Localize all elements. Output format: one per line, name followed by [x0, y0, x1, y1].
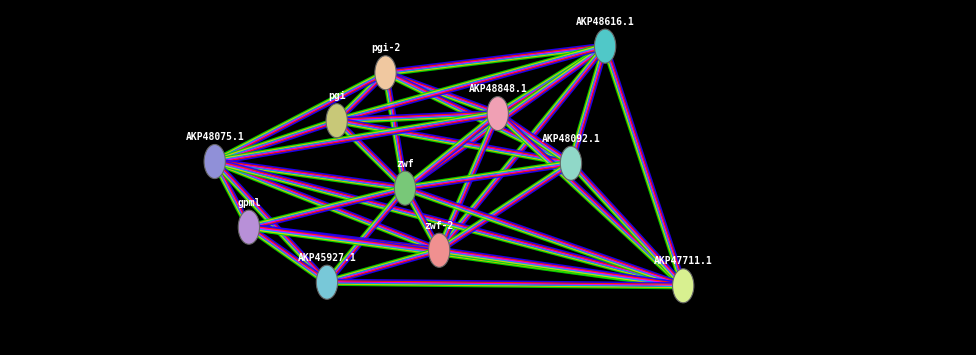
Text: AKP48848.1: AKP48848.1 — [468, 84, 527, 94]
Ellipse shape — [238, 210, 260, 244]
Ellipse shape — [491, 103, 505, 124]
Ellipse shape — [375, 56, 396, 90]
Text: pgi: pgi — [328, 91, 346, 101]
Ellipse shape — [598, 36, 612, 56]
Text: AKP47711.1: AKP47711.1 — [654, 256, 712, 266]
Text: zwf: zwf — [396, 159, 414, 169]
Text: gpml: gpml — [237, 198, 261, 208]
Text: AKP48092.1: AKP48092.1 — [542, 134, 600, 144]
Ellipse shape — [594, 29, 616, 63]
Ellipse shape — [560, 146, 582, 180]
Ellipse shape — [564, 153, 578, 174]
Ellipse shape — [398, 178, 412, 198]
Ellipse shape — [242, 217, 256, 237]
Ellipse shape — [208, 151, 222, 172]
Ellipse shape — [316, 265, 338, 299]
Text: AKP48616.1: AKP48616.1 — [576, 17, 634, 27]
Ellipse shape — [487, 97, 508, 131]
Text: AKP45927.1: AKP45927.1 — [298, 253, 356, 263]
Text: zwf-2: zwf-2 — [425, 221, 454, 231]
Text: pgi-2: pgi-2 — [371, 43, 400, 53]
Ellipse shape — [672, 269, 694, 303]
Ellipse shape — [320, 272, 334, 293]
Ellipse shape — [379, 62, 392, 83]
Ellipse shape — [330, 110, 344, 131]
Text: AKP48075.1: AKP48075.1 — [185, 132, 244, 142]
Ellipse shape — [204, 144, 225, 179]
Ellipse shape — [676, 275, 690, 296]
Ellipse shape — [432, 240, 446, 261]
Ellipse shape — [428, 233, 450, 267]
Ellipse shape — [326, 104, 347, 138]
Ellipse shape — [394, 171, 416, 205]
